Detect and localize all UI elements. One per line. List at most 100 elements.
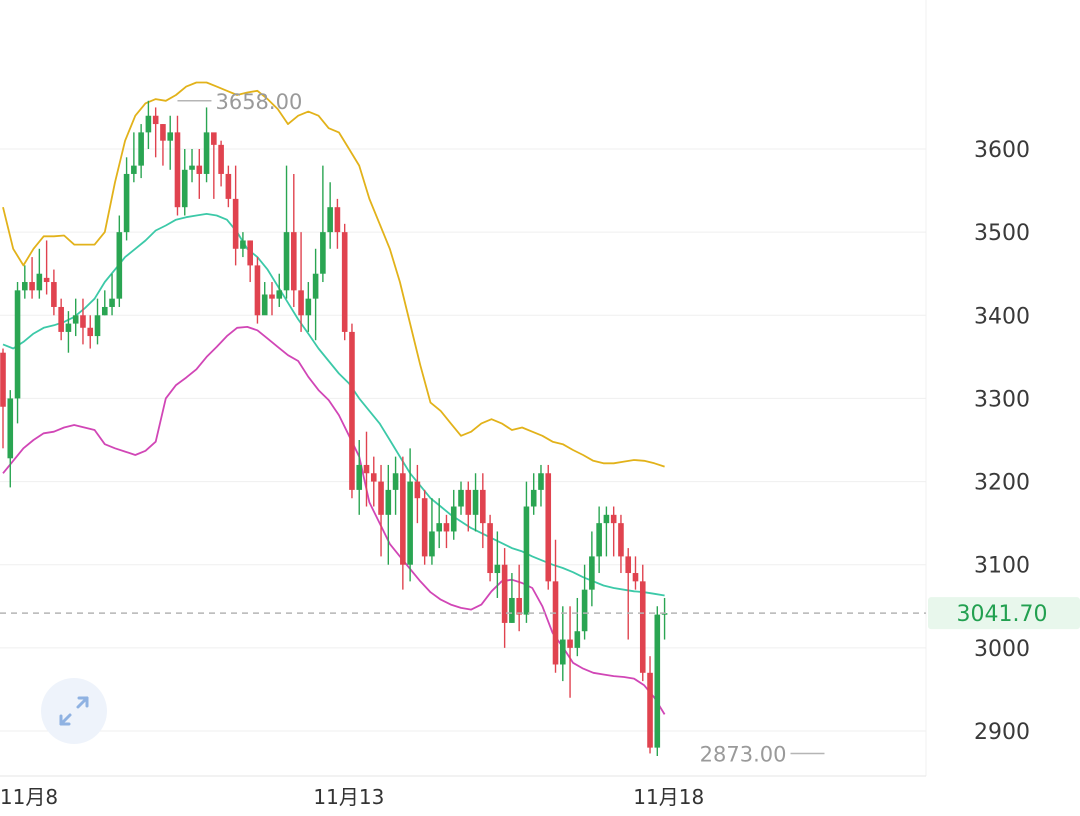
candle-down	[298, 232, 304, 332]
x-tick-label: 11月18	[633, 785, 704, 809]
candle-up	[654, 606, 661, 756]
candle-body	[567, 639, 573, 648]
candle-body	[625, 556, 632, 574]
y-axis-ticks: 2900 3000 3100 3200 3300 3400 3500 3600	[974, 138, 1030, 745]
candle-down	[174, 115, 181, 216]
candle-body	[618, 523, 624, 557]
candle-body	[312, 273, 319, 299]
candle-body	[36, 273, 43, 291]
candle-up	[472, 473, 479, 532]
candle-body	[581, 589, 588, 632]
candle-down	[87, 315, 94, 349]
candle-body	[232, 198, 239, 249]
candle-body	[87, 327, 94, 337]
upper-band-line	[2, 81, 665, 468]
candle-body	[349, 331, 355, 490]
candle-up	[538, 464, 544, 507]
candle-down	[291, 173, 297, 307]
candle-up	[574, 597, 581, 657]
candle-down	[225, 165, 232, 208]
candle-down	[465, 481, 472, 532]
candle-body	[189, 165, 195, 170]
candle-body	[203, 132, 210, 174]
candle-up	[203, 107, 210, 183]
candle-body	[472, 489, 479, 515]
candle-body	[218, 144, 224, 174]
candle-up	[392, 456, 399, 515]
candle-up	[138, 124, 144, 179]
candle-up	[509, 573, 515, 623]
candle-body	[385, 489, 392, 515]
candle-body	[22, 282, 28, 291]
candle-body	[167, 132, 174, 141]
candle-body	[269, 294, 275, 299]
expand-icon[interactable]	[41, 678, 107, 744]
candle-down	[421, 489, 428, 565]
candle-down	[443, 514, 450, 549]
candle-body	[647, 672, 653, 748]
candle-body	[610, 514, 617, 524]
candle-up	[283, 165, 290, 299]
candle-body	[538, 473, 544, 490]
candle-up	[145, 100, 152, 149]
y-tick-label: 2900	[974, 720, 1030, 745]
candle-body	[363, 464, 370, 474]
candle-body	[589, 556, 595, 590]
candle-body	[240, 240, 246, 249]
candle-body	[436, 523, 442, 532]
candle-body	[101, 306, 108, 316]
candle-body	[72, 315, 79, 324]
x-tick-label: 11月8	[0, 785, 58, 809]
candle-body	[465, 489, 472, 515]
candle-body	[94, 315, 101, 337]
candle-up	[94, 298, 101, 345]
candle-body	[407, 481, 413, 565]
candle-up	[123, 157, 130, 241]
candle-body	[0, 352, 6, 407]
candle-body	[392, 473, 399, 490]
candle-body	[523, 506, 530, 615]
candle-body	[509, 597, 515, 623]
candle-down	[232, 165, 239, 266]
y-tick-label: 3000	[974, 637, 1030, 662]
x-tick-label: 11月13	[313, 785, 384, 809]
candle-up	[189, 149, 195, 183]
candle-body	[51, 282, 57, 307]
candle-body	[211, 132, 217, 145]
candle-down	[480, 473, 486, 549]
candle-body	[552, 581, 559, 665]
candle-body	[334, 207, 341, 233]
candle-body	[494, 564, 501, 574]
candle-down	[341, 223, 348, 341]
candle-up	[305, 282, 312, 332]
candle-down	[610, 506, 617, 557]
candle-up	[276, 273, 283, 307]
candle-up	[36, 248, 43, 299]
candle-body	[145, 115, 152, 133]
candle-body	[254, 265, 261, 316]
candle-body	[400, 473, 406, 565]
candle-up	[181, 149, 188, 216]
candle-down	[160, 124, 166, 166]
candle-body	[131, 165, 137, 174]
candle-up	[101, 290, 108, 316]
candle-body	[160, 124, 166, 141]
candle-up	[596, 506, 602, 574]
candle-down	[632, 556, 639, 590]
candle-body	[283, 232, 290, 291]
candle-body	[596, 523, 602, 557]
y-tick-label: 3600	[974, 138, 1030, 163]
y-tick-label: 3300	[974, 387, 1030, 412]
candle-up	[261, 282, 268, 316]
candle-body	[80, 315, 86, 328]
candle-body	[341, 232, 348, 332]
candle-up	[72, 298, 79, 337]
x-axis-ticks: 11月8 11月13 11月18	[0, 785, 704, 809]
candle-down	[80, 298, 86, 345]
candle-up	[407, 448, 413, 582]
candle-body	[261, 294, 268, 316]
candle-down	[639, 564, 646, 682]
candle-up	[530, 473, 537, 515]
candle-down	[370, 456, 377, 507]
